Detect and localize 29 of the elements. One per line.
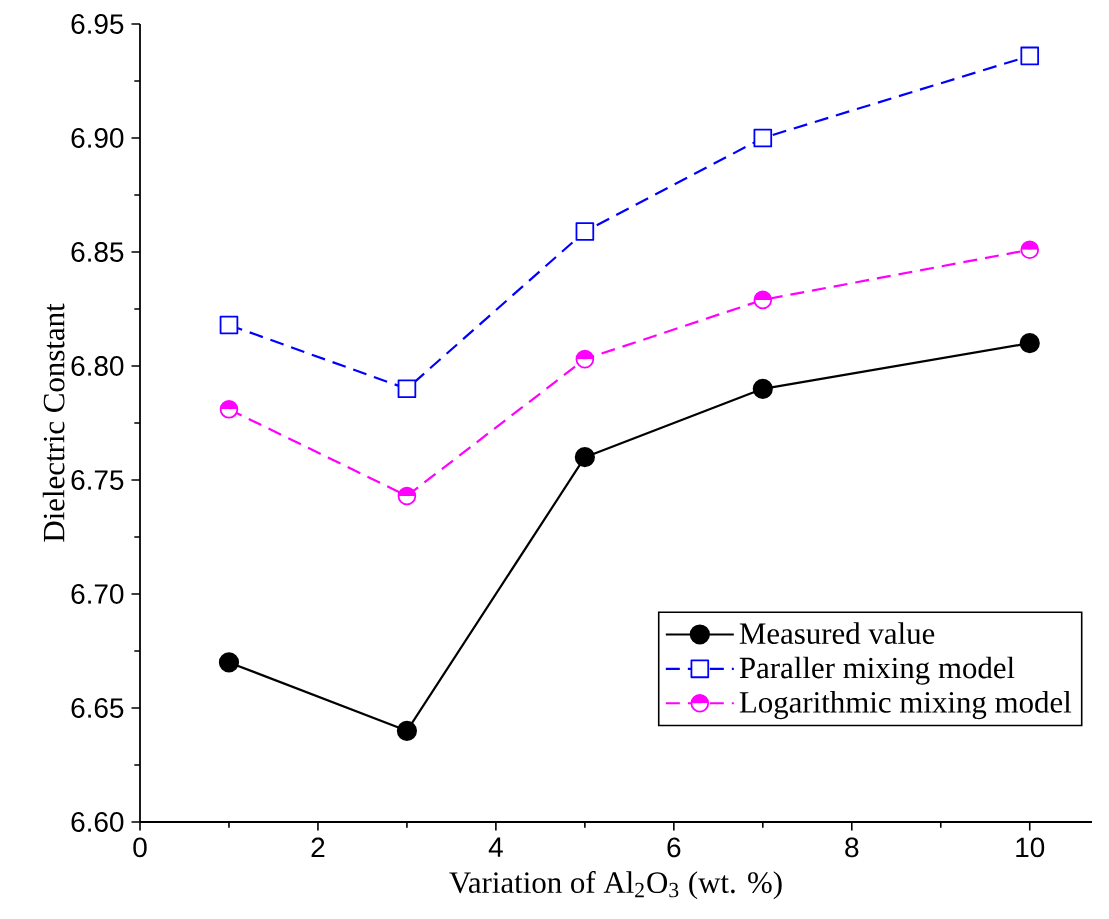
point [218, 652, 240, 673]
point [1019, 333, 1040, 354]
x-tick-label: 0 [133, 837, 147, 858]
y-tick-label: 6.90 [71, 128, 124, 148]
x-tick-label: 2 [311, 837, 325, 858]
x-tick-label: 8 [845, 837, 859, 858]
y-tick-label: 6.95 [71, 14, 124, 34]
point [1020, 46, 1040, 66]
point [575, 222, 595, 241]
legend-label: Logarithmic mixing model [739, 691, 1072, 720]
point [753, 128, 773, 148]
y-tick-label: 6.75 [71, 470, 124, 490]
y-tick-label: 6.70 [71, 584, 124, 604]
point [396, 720, 418, 741]
point [752, 378, 773, 399]
x-tick-label: 10 [1016, 837, 1045, 858]
legend-label: Measured value [739, 622, 935, 645]
legend-label: Paraller mixing model [739, 656, 1015, 685]
point [219, 315, 239, 335]
point [574, 447, 595, 468]
point [397, 379, 417, 399]
y-axis-title: Dielectric Constant [42, 303, 65, 542]
y-tick-label: 6.65 [71, 698, 124, 718]
x-tick-label: 6 [667, 837, 681, 858]
x-tick-label: 4 [488, 837, 503, 857]
y-tick-label: 6.60 [71, 812, 124, 832]
y-tick-label: 6.85 [71, 242, 124, 262]
x-axis-title: Variation of Al$_{2}$O$_{3}$ (wt. %) [449, 870, 782, 900]
y-tick-label: 6.80 [71, 356, 124, 376]
